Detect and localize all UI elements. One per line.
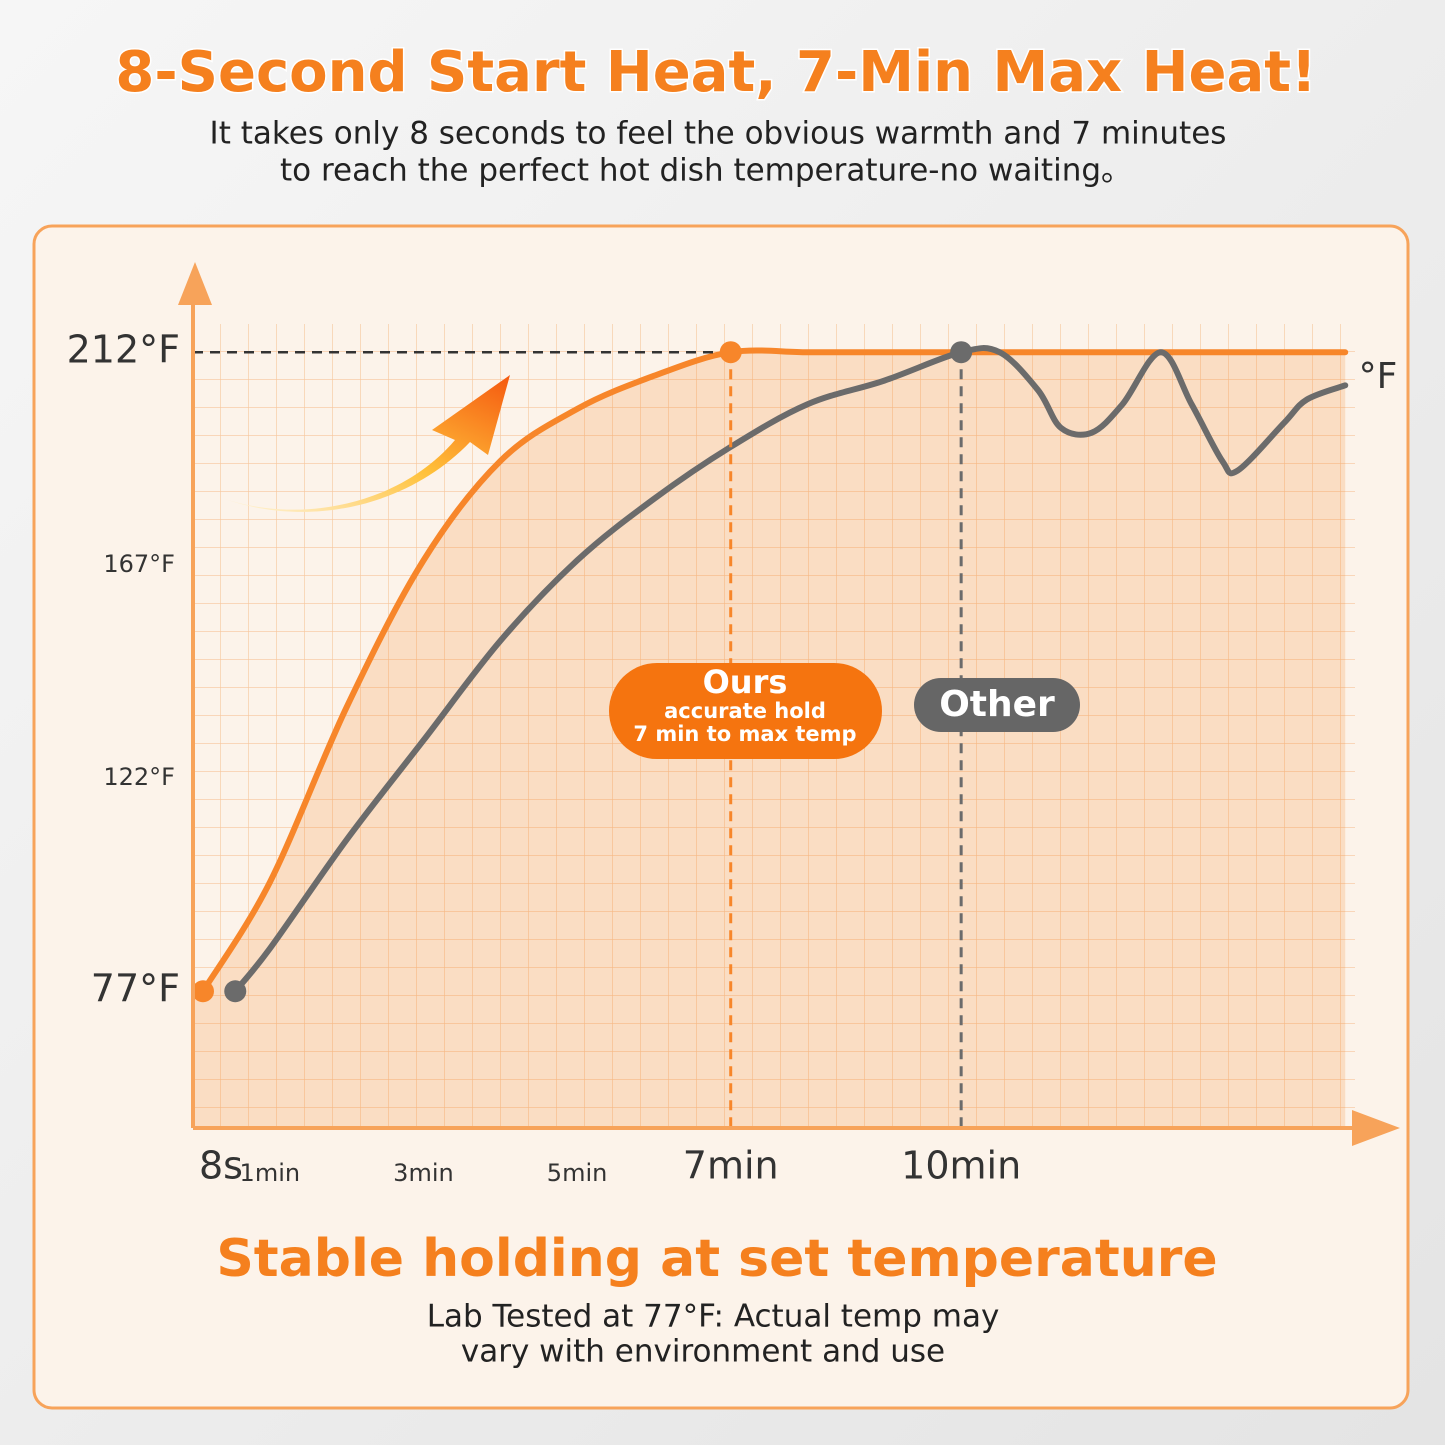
y-tick-label: 212°F [67,328,180,372]
x-axis-arrow [1352,1110,1400,1146]
y-tick-label: 122°F [103,763,175,791]
y-tick-label: 77°F [91,967,180,1011]
y-axis-arrow [178,262,212,305]
callout-name: Other [939,684,1055,725]
callout-name: Ours [703,663,788,701]
x-tick-label: 3min [393,1159,454,1187]
callout [914,678,1080,732]
x-tick-label: 1min [240,1159,301,1187]
callout-note: accurate hold [664,699,826,723]
x-tick-label: 7min [683,1144,779,1188]
subtitle: It takes only 8 seconds to feel the obvi… [210,116,1227,152]
footer-heading: Stable holding at set temperature [216,1229,1217,1289]
unit-label: °F [1359,356,1398,397]
y-tick-label: 167°F [103,550,175,578]
point [950,341,973,364]
title: 8-Second Start Heat, 7-Min Max Heat! [115,40,1316,105]
point [191,980,214,1003]
line [199,347,1349,995]
callout [609,663,882,759]
subtitle: to reach the perfect hot dish temperatur… [280,153,1132,189]
swoosh-arrow [222,375,510,512]
point [224,980,247,1003]
x-tick-label: 5min [547,1159,608,1187]
footer-note: vary with environment and use [461,1334,945,1370]
footer-note: Lab Tested at 77°F: Actual temp may [427,1299,1000,1335]
callout-note: 7 min to max temp [633,722,856,746]
x-tick-label: 8s [199,1144,243,1188]
x-tick-label: 10min [901,1144,1021,1188]
point [719,341,742,364]
